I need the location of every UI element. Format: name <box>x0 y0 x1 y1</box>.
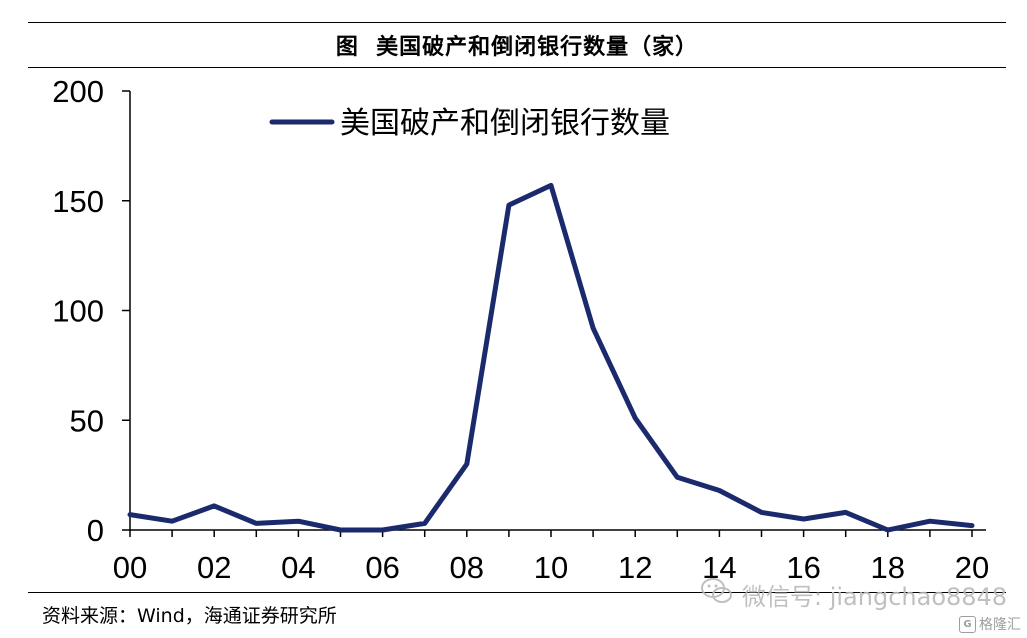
y-tick-label: 50 <box>70 403 104 438</box>
watermark-text: 微信号: jiangchao8848 <box>742 582 1008 611</box>
legend-label: 美国破产和倒闭银行数量 <box>340 106 670 141</box>
logo-mark-icon: G <box>959 615 976 633</box>
top-rule <box>28 22 1006 23</box>
y-tick-label: 150 <box>52 184 104 219</box>
y-tick-label: 200 <box>52 74 104 109</box>
x-tick-label: 02 <box>197 550 231 585</box>
y-tick-label: 100 <box>52 294 104 329</box>
source-note: 资料来源：Wind，海通证券研究所 <box>42 605 337 627</box>
gelonghui-logo: G 格隆汇 <box>959 614 1021 634</box>
x-tick-label: 20 <box>955 550 989 585</box>
logo-text: 格隆汇 <box>979 617 1021 633</box>
series-line <box>127 182 975 533</box>
wechat-icon <box>700 576 734 612</box>
y-tick-label: 0 <box>87 513 104 548</box>
watermark: 微信号: jiangchao8848 <box>700 576 1020 612</box>
x-tick-label: 06 <box>365 550 399 585</box>
x-tick-label: 12 <box>618 550 652 585</box>
x-tick-label: 04 <box>281 550 315 585</box>
x-tick-label: 10 <box>534 550 568 585</box>
figure-title: 图 美国破产和倒闭银行数量（家） <box>335 34 699 60</box>
x-tick-label: 08 <box>450 550 484 585</box>
x-tick-label: 00 <box>113 550 147 585</box>
x-tick-label: 18 <box>871 550 905 585</box>
bottom-rule <box>28 592 1006 593</box>
title-rule <box>28 67 1006 68</box>
x-tick-label: 16 <box>786 550 820 585</box>
